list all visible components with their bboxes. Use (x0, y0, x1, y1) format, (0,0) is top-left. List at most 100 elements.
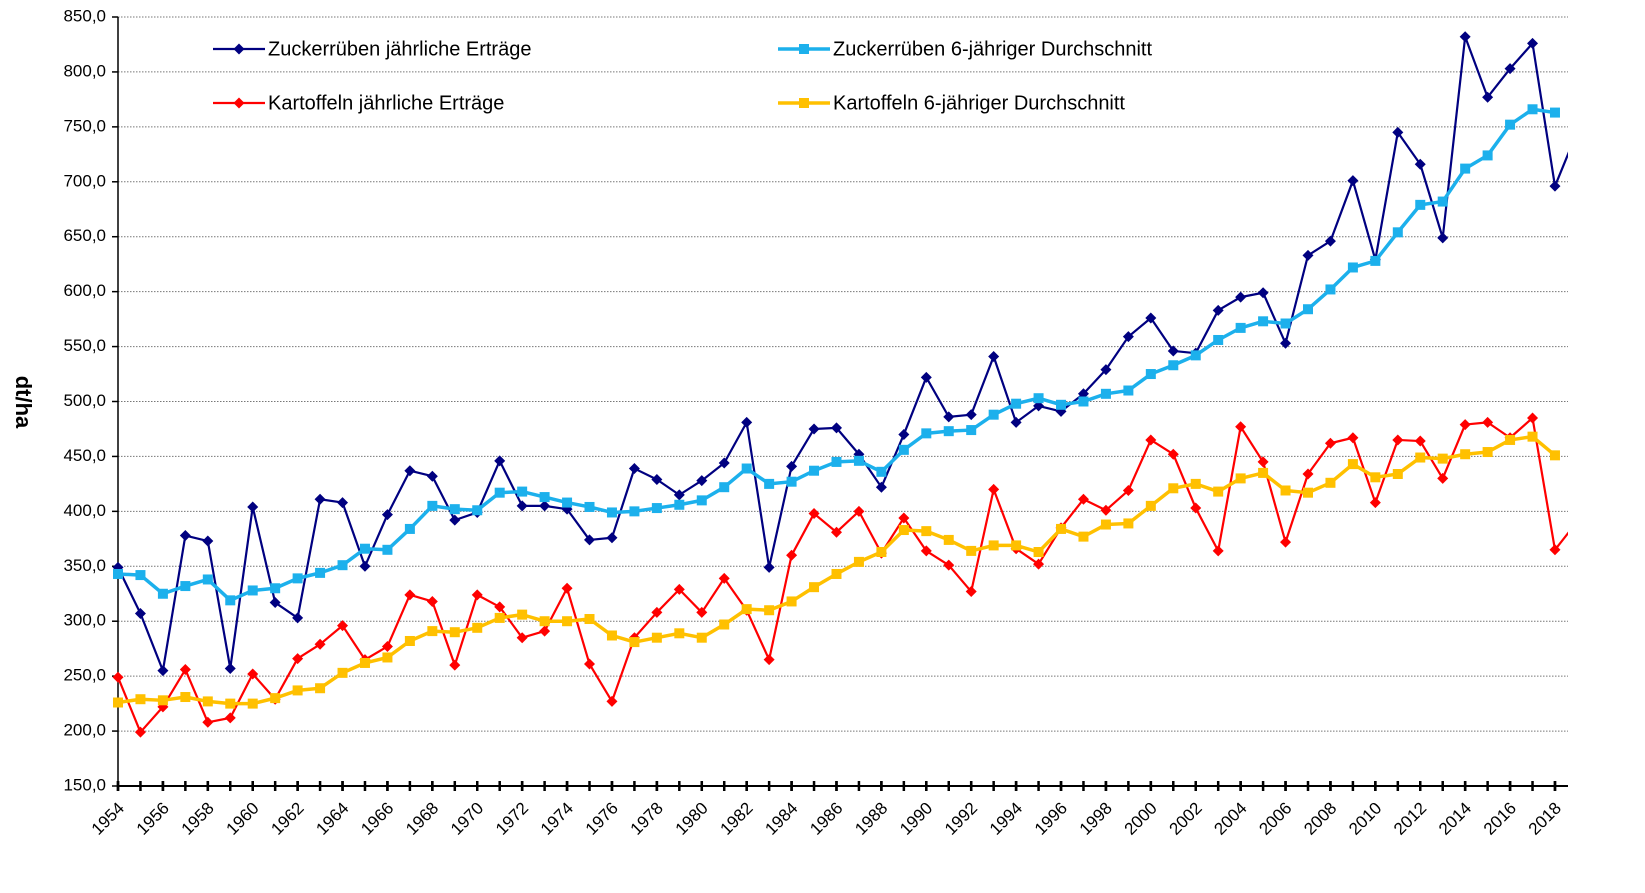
data-point (1460, 449, 1471, 460)
data-point (853, 505, 865, 517)
data-point (853, 455, 864, 466)
data-point (1258, 467, 1269, 478)
data-point (562, 616, 573, 627)
data-point (673, 489, 685, 501)
data-point (965, 409, 977, 421)
data-point (1100, 519, 1111, 530)
data-point (1190, 350, 1201, 361)
data-point (1078, 396, 1089, 407)
data-point (943, 411, 955, 423)
data-point (1212, 304, 1224, 316)
data-point (202, 574, 213, 585)
data-point (1415, 452, 1426, 463)
data-point (629, 506, 640, 517)
data-point (921, 526, 932, 537)
y-tick-label: 350,0 (63, 556, 106, 575)
data-point (1527, 431, 1538, 442)
legend-marker (799, 44, 809, 54)
x-tick-label: 2002 (1166, 799, 1206, 839)
data-point (1033, 547, 1044, 558)
data-point (718, 572, 730, 584)
data-point (472, 505, 483, 516)
data-point (404, 635, 415, 646)
y-tick-label: 700,0 (63, 171, 106, 190)
data-point (134, 608, 146, 620)
x-tick-label: 1968 (402, 799, 442, 839)
data-point (1370, 472, 1381, 483)
data-point (1122, 484, 1134, 496)
data-point (516, 500, 528, 512)
data-point (1549, 107, 1560, 118)
data-point (1505, 119, 1516, 130)
data-point (1347, 459, 1358, 470)
data-point (651, 503, 662, 514)
legend-label: Zuckerrüben jährliche Erträge (268, 38, 531, 60)
data-point (1370, 255, 1381, 266)
data-point (673, 583, 685, 595)
data-point (1145, 434, 1157, 446)
data-point (449, 627, 460, 638)
data-point (539, 625, 551, 637)
data-point (1324, 437, 1336, 449)
data-point (1437, 453, 1448, 464)
x-tick-label: 2012 (1390, 799, 1430, 839)
data-point (135, 570, 146, 581)
data-point (696, 495, 707, 506)
data-point (224, 712, 236, 724)
data-point (180, 581, 191, 592)
data-point (966, 545, 977, 556)
data-point (247, 501, 259, 513)
data-point (1190, 502, 1202, 514)
data-point (741, 604, 752, 615)
data-point (426, 470, 438, 482)
data-point (1235, 421, 1247, 433)
data-point (606, 507, 617, 518)
data-point (1482, 150, 1493, 161)
data-point (1302, 304, 1313, 315)
data-point (1414, 158, 1426, 170)
data-point (516, 632, 528, 644)
data-point (786, 596, 797, 607)
data-point (157, 665, 169, 677)
data-point (337, 497, 349, 509)
data-point (494, 455, 506, 467)
x-tick-label: 1974 (537, 799, 577, 839)
data-point (898, 444, 909, 455)
data-point (1167, 345, 1179, 357)
data-point (1213, 486, 1224, 497)
x-tick-label: 1958 (178, 799, 218, 839)
data-point (1302, 468, 1314, 480)
data-point (809, 465, 820, 476)
data-point (1167, 448, 1179, 460)
data-point (157, 695, 168, 706)
data-point (741, 416, 753, 428)
data-point (494, 612, 505, 623)
data-point (337, 620, 349, 632)
data-point (584, 534, 596, 546)
data-point (381, 509, 393, 521)
series-line (117, 107, 1556, 603)
data-point (449, 514, 461, 526)
x-tick-label: 1982 (716, 799, 756, 839)
x-tick-label: 2008 (1300, 799, 1340, 839)
data-point (1145, 369, 1156, 380)
data-point (1527, 37, 1539, 49)
data-point (1482, 91, 1494, 103)
data-point (404, 589, 416, 601)
data-point (1460, 163, 1471, 174)
data-point (1280, 536, 1292, 548)
data-point (404, 465, 416, 477)
data-point (1392, 227, 1403, 238)
data-point (494, 487, 505, 498)
data-point (1572, 516, 1583, 527)
data-point (1549, 180, 1561, 192)
data-point (1123, 385, 1134, 396)
data-point (270, 693, 281, 704)
data-point (517, 609, 528, 620)
x-tick-label: 1956 (133, 799, 173, 839)
data-point (1325, 477, 1336, 488)
data-point (270, 583, 281, 594)
y-tick-label: 200,0 (63, 721, 106, 740)
legend-label: Kartoffeln 6-jähriger Durchschnitt (833, 92, 1125, 114)
data-point (1392, 469, 1403, 480)
